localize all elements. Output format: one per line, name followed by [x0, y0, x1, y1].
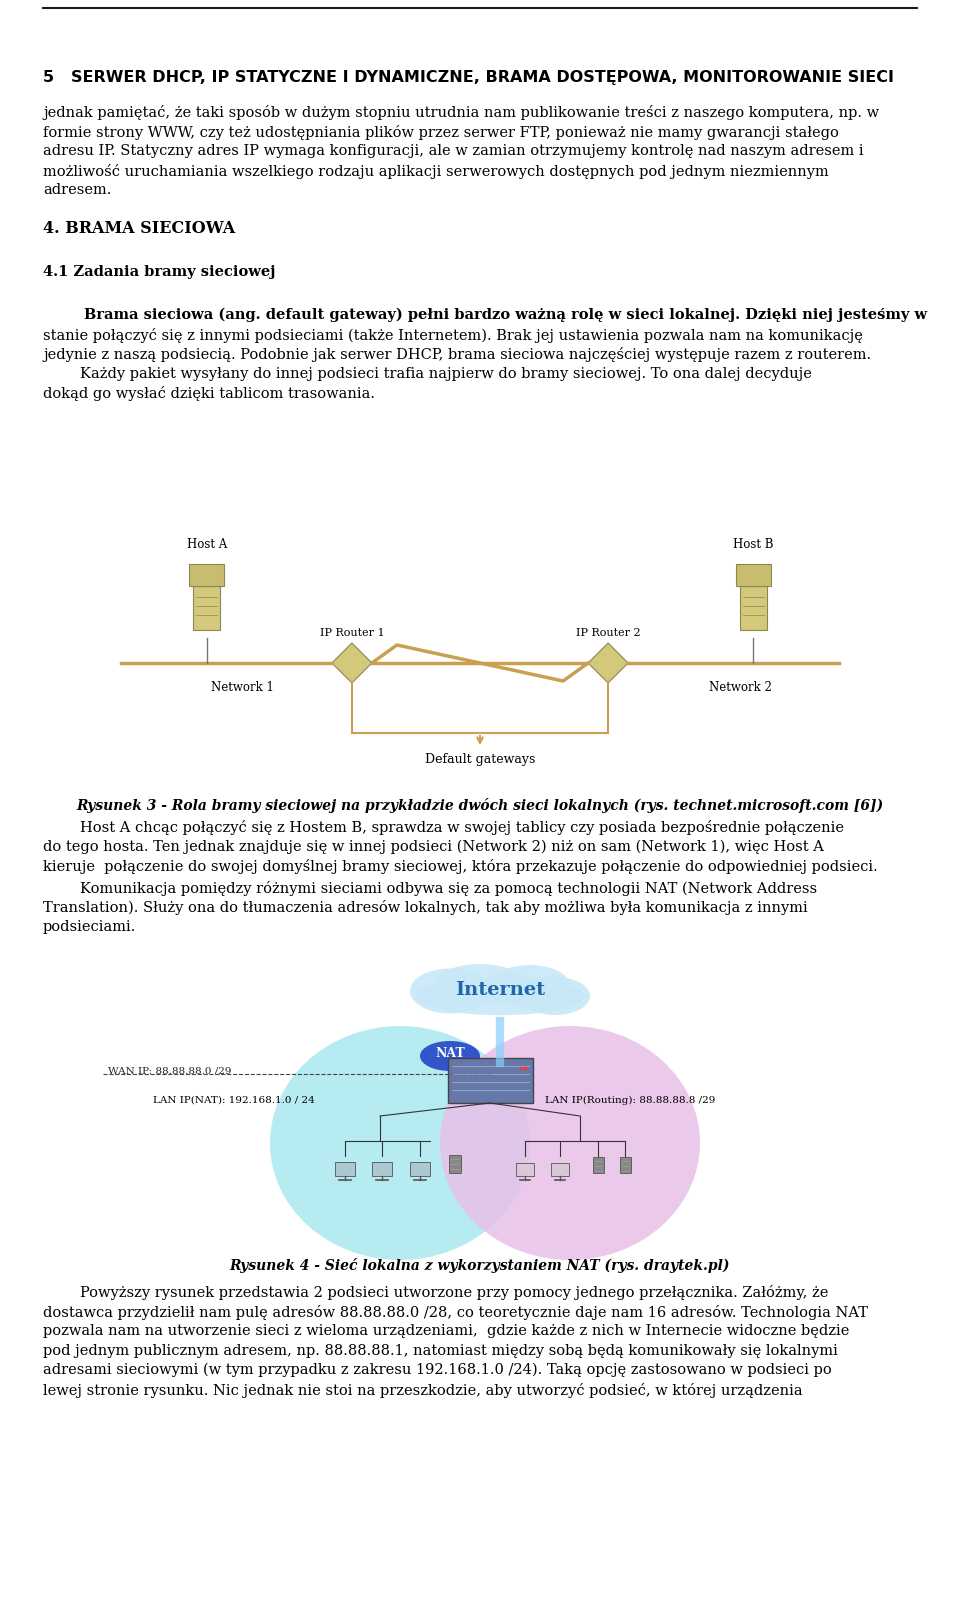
Text: Network 1: Network 1 — [211, 681, 274, 693]
Text: Default gateways: Default gateways — [425, 753, 535, 766]
Bar — [619, 1157, 631, 1173]
Bar — [447, 1059, 533, 1104]
Text: kieruje  połączenie do swojej domyślnej bramy sieciowej, która przekazuje połącz: kieruje połączenie do swojej domyślnej b… — [43, 859, 877, 874]
Text: stanie połączyć się z innymi podsieciami (także Internetem). Brak jej ustawienia: stanie połączyć się z innymi podsieciami… — [43, 328, 863, 343]
Text: Rysunek 3 - Rola bramy sieciowej na przykładzie dwóch sieci lokalnych (rys. tech: Rysunek 3 - Rola bramy sieciowej na przy… — [77, 798, 883, 813]
Ellipse shape — [490, 965, 570, 1007]
Ellipse shape — [520, 977, 590, 1015]
Ellipse shape — [270, 1027, 530, 1260]
Text: Internet: Internet — [455, 981, 545, 999]
Text: Network 2: Network 2 — [709, 681, 772, 693]
Text: adresem.: adresem. — [43, 183, 111, 196]
Text: IP Router 2: IP Router 2 — [576, 628, 640, 639]
Text: lewej stronie rysunku. Nic jednak nie stoi na przeszkodzie, aby utworzyć podsieć: lewej stronie rysunku. Nic jednak nie st… — [43, 1382, 803, 1398]
Text: LAN IP(Routing): 88.88.88.8 /29: LAN IP(Routing): 88.88.88.8 /29 — [545, 1096, 715, 1105]
Bar — [592, 1157, 604, 1173]
Bar — [53, 533, 907, 785]
Text: IP Router 1: IP Router 1 — [320, 628, 384, 639]
Text: jedynie z naszą podsiecią. Podobnie jak serwer DHCP, brama sieciowa najczęściej : jedynie z naszą podsiecią. Podobnie jak … — [43, 348, 871, 362]
Ellipse shape — [410, 969, 490, 1014]
Text: Komunikacja pomiędzy różnymi sieciami odbywa się za pomocą technologii NAT (Netw: Komunikacja pomiędzy różnymi sieciami od… — [43, 880, 817, 896]
Ellipse shape — [420, 1041, 480, 1072]
Text: dokąd go wysłać dzięki tablicom trasowania.: dokąd go wysłać dzięki tablicom trasowan… — [43, 386, 375, 401]
Bar — [73, 969, 887, 1244]
Text: adresu IP. Statyczny adres IP wymaga konfiguracji, ale w zamian otrzymujemy kont: adresu IP. Statyczny adres IP wymaga kon… — [43, 143, 864, 158]
Text: Host A: Host A — [186, 537, 227, 550]
Polygon shape — [332, 644, 372, 682]
Ellipse shape — [440, 1027, 700, 1260]
Text: Host B: Host B — [733, 537, 774, 550]
Bar — [193, 586, 221, 631]
Text: Rysunek 4 - Sieć lokalna z wykorzystaniem NAT (rys. draytek.pl): Rysunek 4 - Sieć lokalna z wykorzystanie… — [229, 1258, 731, 1273]
Text: Każdy pakiet wysyłany do innej podsieci trafia najpierw do bramy sieciowej. To o: Każdy pakiet wysyłany do innej podsieci … — [43, 367, 812, 380]
Polygon shape — [588, 644, 628, 682]
Bar — [189, 565, 225, 586]
Text: adresami sieciowymi (w tym przypadku z zakresu 192.168.1.0 /24). Taką opcję zast: adresami sieciowymi (w tym przypadku z z… — [43, 1363, 831, 1377]
Text: 4.1 Zadania bramy sieciowej: 4.1 Zadania bramy sieciowej — [43, 265, 276, 278]
Text: pozwala nam na utworzenie sieci z wieloma urządzeniami,  gdzie każde z nich w In: pozwala nam na utworzenie sieci z wielom… — [43, 1324, 850, 1339]
Text: pod jednym publicznym adresem, np. 88.88.88.1, natomiast między sobą będą komuni: pod jednym publicznym adresem, np. 88.88… — [43, 1344, 838, 1358]
Text: formie strony WWW, czy też udostępniania plików przez serwer FTP, ponieważ nie m: formie strony WWW, czy też udostępniania… — [43, 124, 839, 140]
Text: jednak pamiętać, że taki sposób w dużym stopniu utrudnia nam publikowanie treści: jednak pamiętać, że taki sposób w dużym … — [43, 105, 879, 121]
Ellipse shape — [435, 964, 525, 1004]
Text: Brama sieciowa (ang. default gateway) pełni bardzo ważną rolę w sieci lokalnej. : Brama sieciowa (ang. default gateway) pe… — [43, 307, 927, 322]
Text: Translation). Służy ona do tłumaczenia adresów lokalnych, tak aby możliwa była k: Translation). Służy ona do tłumaczenia a… — [43, 899, 807, 916]
Bar — [372, 1162, 392, 1176]
Bar — [739, 586, 767, 631]
Bar — [410, 1162, 430, 1176]
Bar — [516, 1163, 534, 1176]
Text: WAN IP: 88.88.88.0 /29: WAN IP: 88.88.88.0 /29 — [108, 1067, 231, 1075]
Text: 4. BRAMA SIECIOWA: 4. BRAMA SIECIOWA — [43, 220, 235, 237]
Bar — [449, 1155, 461, 1173]
Text: możliwość uruchamiania wszelkiego rodzaju aplikacji serwerowych dostępnych pod j: możliwość uruchamiania wszelkiego rodzaj… — [43, 164, 828, 179]
Bar — [335, 1162, 355, 1176]
Text: NAT: NAT — [435, 1047, 465, 1060]
Bar — [551, 1163, 569, 1176]
Text: podsieciami.: podsieciami. — [43, 919, 136, 933]
Text: LAN IP(NAT): 192.168.1.0 / 24: LAN IP(NAT): 192.168.1.0 / 24 — [153, 1096, 315, 1105]
Text: Powyższy rysunek przedstawia 2 podsieci utworzone przy pomocy jednego przełączni: Powyższy rysunek przedstawia 2 podsieci … — [43, 1286, 828, 1300]
Text: do tego hosta. Ten jednak znajduje się w innej podsieci (Network 2) niż on sam (: do tego hosta. Ten jednak znajduje się w… — [43, 840, 824, 854]
Bar — [735, 565, 771, 586]
Text: Host A chcąc połączyć się z Hostem B, sprawdza w swojej tablicy czy posiada bezp: Host A chcąc połączyć się z Hostem B, sp… — [43, 821, 844, 835]
Text: 5   SERWER DHCP, IP STATYCZNE I DYNAMICZNE, BRAMA DOSTĘPOWA, MONITOROWANIE SIECI: 5 SERWER DHCP, IP STATYCZNE I DYNAMICZNE… — [43, 71, 894, 85]
Text: dostawca przydzielił nam pulę adresów 88.88.88.0 /28, co teoretycznie daje nam 1: dostawca przydzielił nam pulę adresów 88… — [43, 1305, 868, 1319]
Ellipse shape — [415, 977, 585, 1015]
